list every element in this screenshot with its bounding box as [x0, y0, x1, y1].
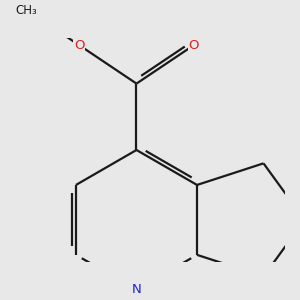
Text: O: O	[74, 39, 84, 52]
Text: CH₃: CH₃	[16, 4, 38, 17]
Text: O: O	[189, 39, 199, 52]
Text: N: N	[132, 283, 141, 296]
